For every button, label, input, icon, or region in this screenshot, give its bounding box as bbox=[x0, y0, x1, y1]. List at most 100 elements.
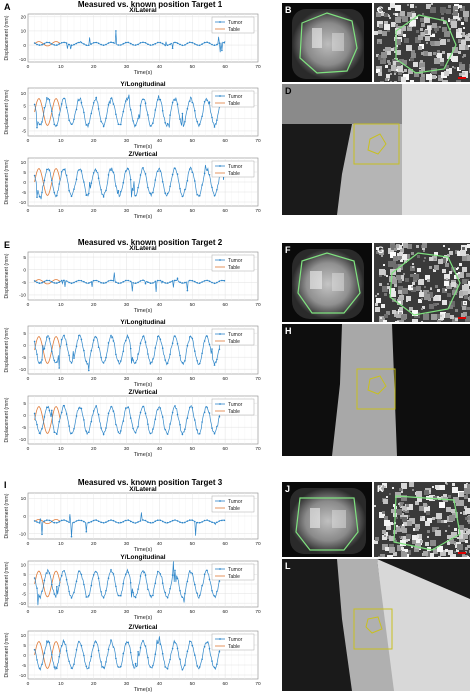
texture-speck bbox=[440, 58, 444, 62]
table-series-line bbox=[34, 168, 61, 196]
tumor-point bbox=[196, 592, 198, 595]
tumor-point bbox=[127, 641, 129, 644]
tumor-point bbox=[56, 667, 58, 670]
tumor-point bbox=[184, 281, 186, 284]
tumor-point bbox=[166, 433, 169, 435]
tumor-point bbox=[198, 123, 201, 125]
texture-speck bbox=[459, 64, 465, 70]
y-tick-label: -5 bbox=[22, 280, 27, 286]
texture-speck bbox=[397, 545, 403, 551]
tumor-point bbox=[78, 334, 80, 337]
x-tick-label: 60 bbox=[222, 681, 228, 687]
x-axis-label: Time(s) bbox=[134, 382, 153, 388]
texture-speck bbox=[381, 255, 383, 257]
legend-label-table: Table bbox=[228, 574, 240, 580]
tumor-point bbox=[105, 356, 107, 359]
tumor-point bbox=[186, 289, 189, 292]
tumor-point bbox=[194, 280, 196, 283]
tumor-point bbox=[179, 423, 181, 426]
tumor-point bbox=[171, 47, 174, 49]
x-tick-label: 0 bbox=[27, 609, 30, 615]
texture-speck bbox=[391, 509, 395, 513]
tumor-point bbox=[152, 122, 154, 124]
tumor-point bbox=[196, 120, 198, 123]
tumor-point bbox=[38, 123, 41, 126]
tumor-point bbox=[115, 657, 117, 660]
texture-speck bbox=[394, 248, 397, 251]
tumor-point bbox=[149, 594, 152, 597]
legend-label-table: Table bbox=[228, 27, 240, 33]
tumor-point bbox=[181, 112, 184, 115]
texture-speck bbox=[379, 283, 382, 286]
tumor-point bbox=[196, 282, 198, 284]
tumor-point bbox=[129, 178, 132, 181]
tumor-point bbox=[41, 121, 43, 123]
tumor-point bbox=[223, 41, 226, 44]
tumor-point bbox=[112, 519, 115, 522]
texture-speck bbox=[410, 13, 416, 19]
tumor-point bbox=[78, 41, 80, 44]
texture-speck bbox=[430, 7, 436, 13]
texture-speck bbox=[464, 302, 466, 304]
tumor-point bbox=[139, 342, 142, 345]
tumor-point bbox=[171, 280, 174, 282]
tumor-point bbox=[137, 117, 139, 120]
tumor-point bbox=[102, 196, 105, 198]
texture-speck bbox=[416, 535, 419, 538]
texture-speck bbox=[410, 4, 414, 8]
tumor-point bbox=[211, 43, 213, 46]
texture-speck bbox=[401, 315, 406, 320]
tumor-point bbox=[186, 108, 189, 110]
tumor-point bbox=[154, 520, 157, 522]
tumor-point bbox=[169, 658, 171, 661]
tumor-point bbox=[112, 280, 115, 282]
tumor-point bbox=[179, 43, 181, 46]
texture-speck bbox=[394, 70, 397, 73]
texture-speck bbox=[376, 12, 381, 17]
texture-speck bbox=[457, 537, 459, 539]
tumor-point bbox=[73, 281, 75, 284]
y-axis-label: Displacement (mm) bbox=[4, 159, 10, 204]
tumor-point bbox=[157, 335, 159, 338]
tumor-point bbox=[38, 667, 41, 670]
y-tick-label: 10 bbox=[21, 91, 27, 97]
x-tick-label: 50 bbox=[190, 138, 196, 144]
tumor-point bbox=[70, 44, 73, 46]
tumor-point bbox=[154, 43, 157, 45]
texture-speck bbox=[402, 506, 407, 511]
texture-speck bbox=[406, 550, 411, 555]
x-tick-label: 70 bbox=[255, 446, 261, 452]
texture-speck bbox=[395, 13, 398, 16]
tumor-point bbox=[65, 174, 68, 177]
texture-speck bbox=[421, 321, 423, 322]
texture-speck bbox=[448, 525, 450, 527]
tumor-point bbox=[203, 41, 206, 44]
tumor-point bbox=[88, 667, 90, 669]
plots-svg: A Measured vs. known position Target 1X/L… bbox=[4, 0, 261, 693]
texture-speck bbox=[445, 289, 447, 291]
texture-speck bbox=[459, 492, 464, 497]
tumor-point bbox=[53, 521, 56, 524]
tumor-point bbox=[171, 411, 174, 414]
x-tick-label: 40 bbox=[157, 208, 163, 214]
tumor-point bbox=[56, 433, 58, 435]
tumor-point bbox=[125, 41, 127, 44]
x-tick-label: 60 bbox=[222, 446, 228, 452]
tumor-point bbox=[179, 658, 181, 661]
texture-speck bbox=[414, 547, 419, 552]
tumor-point bbox=[208, 578, 211, 581]
tumor-point bbox=[189, 100, 191, 102]
texture-speck bbox=[374, 540, 378, 544]
tumor-point bbox=[161, 520, 164, 523]
tumor-point bbox=[198, 666, 201, 668]
image-panel-h: H bbox=[282, 324, 470, 456]
tumor-point bbox=[105, 521, 107, 523]
texture-speck bbox=[385, 47, 391, 53]
tumor-point bbox=[129, 520, 132, 523]
legend-marker-tumor bbox=[219, 333, 221, 335]
tumor-point bbox=[211, 116, 213, 119]
tumor-point bbox=[51, 280, 53, 283]
y-axis-label: Displacement (mm) bbox=[4, 89, 10, 134]
texture-speck bbox=[403, 510, 405, 512]
tumor-point bbox=[137, 521, 139, 523]
